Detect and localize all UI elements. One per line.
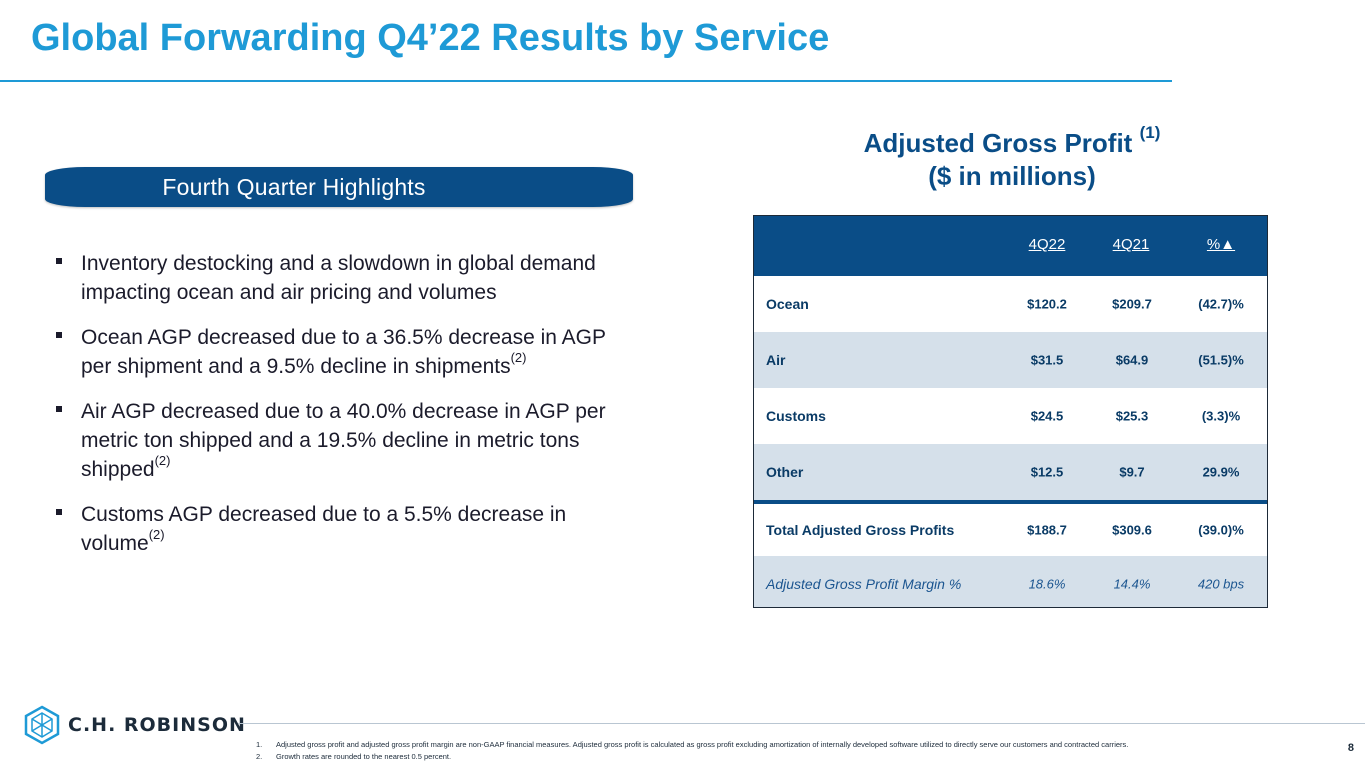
bullet-square-icon (56, 509, 62, 515)
footnote-ref: (2) (154, 453, 171, 468)
agp-table: 4Q22 4Q21 %▲ Ocean $120.2 $209.7 (42.7)%… (753, 215, 1268, 608)
agp-table-heading: Adjusted Gross Profit (1) ($ in millions… (863, 123, 1161, 191)
table-header: 4Q22 4Q21 %▲ (754, 216, 1267, 276)
table-row: Other $12.5 $9.7 29.9% (754, 444, 1267, 500)
highlights-banner-label: Fourth Quarter Highlights (162, 173, 426, 200)
list-item: Ocean AGP decreased due to a 36.5% decre… (56, 323, 636, 381)
hexagon-cube-icon (24, 705, 60, 745)
table-row-margin: Adjusted Gross Profit Margin % 18.6% 14.… (754, 556, 1267, 607)
footer-divider (238, 723, 1365, 724)
list-item: Air AGP decreased due to a 40.0% decreas… (56, 397, 636, 484)
title-divider (0, 80, 1172, 82)
footnotes: 1. Adjusted gross profit and adjusted gro… (256, 739, 1128, 763)
bullet-square-icon (56, 406, 62, 412)
footnote-ref: (1) (1139, 123, 1161, 143)
highlights-banner: Fourth Quarter Highlights (45, 167, 633, 207)
table-row: Customs $24.5 $25.3 (3.3)% (766, 408, 1241, 424)
footnote-ref: (2) (148, 527, 165, 542)
table-row: Air $31.5 $64.9 (51.5)% (754, 332, 1267, 388)
highlights-list: Inventory destocking and a slowdown in g… (56, 249, 636, 574)
column-header-4q21: 4Q21 (1112, 236, 1150, 253)
table-row-total: Total Adjusted Gross Profits $188.7 $309… (754, 500, 1267, 556)
footnote: 2. Growth rates are rounded to the neares… (256, 752, 452, 761)
footnote: 1. Adjusted gross profit and adjusted gro… (256, 740, 1129, 749)
column-header-4q22: 4Q22 (1028, 236, 1066, 253)
footnote-ref: (2) (510, 350, 527, 365)
page-title: Global Forwarding Q4’22 Results by Servi… (31, 17, 830, 59)
logo-wordmark: C.H. ROBINSON (68, 714, 246, 736)
list-item: Customs AGP decreased due to a 5.5% decr… (56, 500, 636, 558)
bullet-square-icon (56, 332, 62, 338)
list-item: Inventory destocking and a slowdown in g… (56, 249, 636, 307)
company-logo: C.H. ROBINSON (24, 705, 246, 745)
bullet-square-icon (56, 258, 62, 264)
page-number: 8 (1347, 742, 1354, 754)
table-row: Ocean $120.2 $209.7 (42.7)% (766, 296, 1244, 312)
column-header-pct-change: %▲ (1206, 236, 1236, 253)
